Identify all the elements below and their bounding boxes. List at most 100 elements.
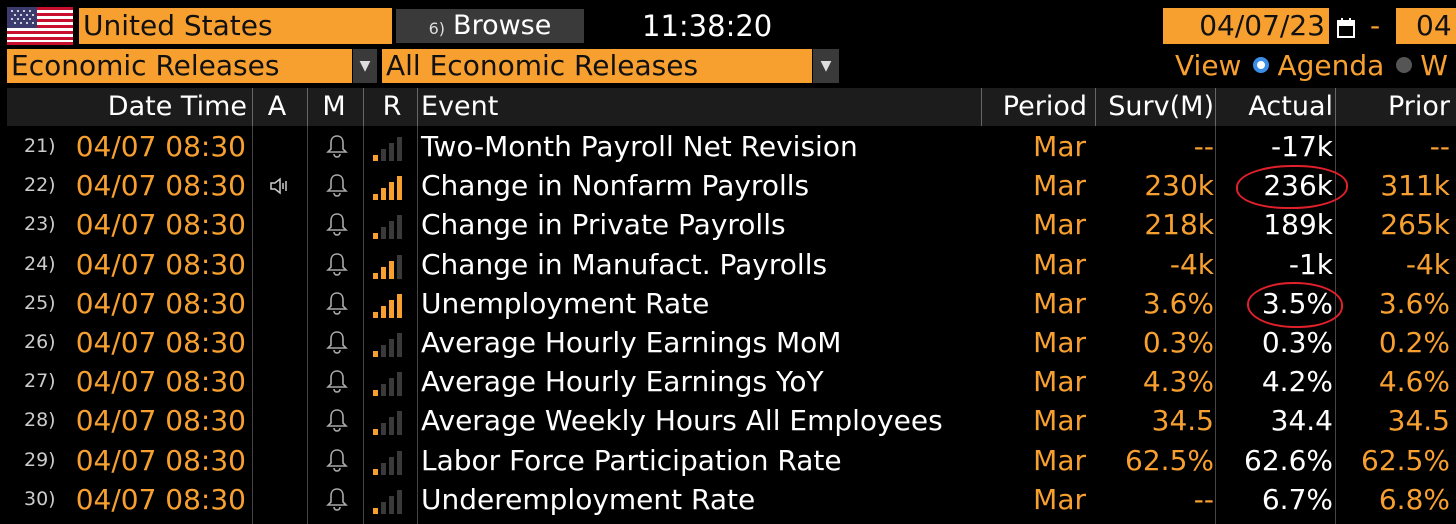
row-period: Mar	[1033, 444, 1086, 477]
row-survey: --	[1193, 483, 1214, 516]
col-survey[interactable]: Surv(M)	[1108, 91, 1214, 122]
row-survey: -4k	[1169, 248, 1214, 281]
table-row[interactable]: 21) 04/07 08:30 Two-Month Payroll Net Revi…	[0, 127, 1456, 166]
relevance-bar	[381, 502, 386, 514]
col-datetime[interactable]: Date Time	[107, 91, 247, 122]
row-number[interactable]: 23)	[24, 213, 56, 235]
col-prior[interactable]: Prior	[1387, 91, 1450, 122]
row-datetime: 04/07 08:30	[75, 248, 246, 281]
relevance-bar	[389, 300, 394, 318]
view-option-w[interactable]: W	[1420, 49, 1448, 82]
col-event[interactable]: Event	[421, 91, 499, 122]
table-row[interactable]: 28) 04/07 08:30 Average Weekly Hours All E…	[0, 401, 1456, 440]
bell-icon[interactable]	[322, 441, 352, 480]
row-actual: 189k	[1263, 208, 1333, 241]
table-row[interactable]: 25) 04/07 08:30 Unemployment Rate Mar 3.6% 3.…	[0, 284, 1456, 323]
relevance-bar	[373, 155, 378, 161]
row-datetime: 04/07 08:30	[75, 404, 246, 437]
col-period[interactable]: Period	[1002, 91, 1087, 122]
row-event[interactable]: Underemployment Rate	[421, 483, 756, 516]
table-row[interactable]: 30) 04/07 08:30 Underemployment Rate Mar -- 6…	[0, 480, 1456, 519]
row-number[interactable]: 22)	[24, 174, 56, 196]
row-prior: 0.2%	[1378, 326, 1450, 359]
row-event[interactable]: Average Hourly Earnings YoY	[421, 365, 824, 398]
row-event[interactable]: Change in Nonfarm Payrolls	[421, 169, 810, 202]
relevance-bar	[373, 312, 378, 318]
relevance-bar	[389, 496, 394, 514]
row-period: Mar	[1033, 483, 1086, 516]
col-actual[interactable]: Actual	[1248, 91, 1333, 122]
bell-icon[interactable]	[322, 205, 352, 244]
speaker-icon[interactable]	[260, 166, 300, 205]
relevance-bar	[381, 227, 386, 239]
us-flag-icon	[7, 7, 73, 45]
row-number[interactable]: 27)	[24, 370, 56, 392]
row-number[interactable]: 24)	[24, 253, 56, 275]
radio-unselected-icon[interactable]	[1396, 57, 1413, 73]
category-select[interactable]: Economic Releases	[7, 49, 352, 83]
view-option-agenda[interactable]: Agenda	[1277, 49, 1385, 82]
bell-icon[interactable]	[322, 362, 352, 401]
bell-icon[interactable]	[322, 323, 352, 362]
relevance-bar	[381, 463, 386, 475]
row-survey: 34.5	[1151, 404, 1214, 437]
row-number[interactable]: 26)	[24, 331, 56, 353]
calendar-icon[interactable]	[1331, 8, 1361, 44]
row-survey: 0.3%	[1142, 326, 1214, 359]
col-audio[interactable]: A	[267, 91, 287, 122]
relevance-bars-icon	[373, 245, 405, 284]
row-datetime: 04/07 08:30	[75, 365, 246, 398]
row-event[interactable]: Two-Month Payroll Net Revision	[421, 130, 858, 163]
row-prior: 3.6%	[1378, 287, 1450, 320]
browse-button[interactable]: 6) Browse	[396, 9, 584, 43]
relevance-bar	[389, 261, 394, 279]
row-datetime: 04/07 08:30	[75, 287, 246, 320]
row-period: Mar	[1033, 365, 1086, 398]
country-field[interactable]: United States	[79, 8, 392, 44]
end-date-field[interactable]: 04	[1396, 8, 1456, 44]
row-period: Mar	[1033, 130, 1086, 163]
col-relevance[interactable]: R	[382, 91, 402, 122]
chevron-down-icon[interactable]: ▼	[813, 49, 839, 83]
relevance-bar	[373, 469, 378, 475]
row-event[interactable]: Change in Manufact. Payrolls	[421, 248, 828, 281]
start-date-field[interactable]: 04/07/23	[1163, 8, 1329, 44]
audio-empty	[260, 480, 300, 519]
audio-empty	[260, 441, 300, 480]
bell-icon[interactable]	[322, 401, 352, 440]
relevance-bar	[397, 372, 402, 396]
row-period: Mar	[1033, 404, 1086, 437]
row-event[interactable]: Unemployment Rate	[421, 287, 710, 320]
row-event[interactable]: Change in Private Payrolls	[421, 208, 786, 241]
row-number[interactable]: 25)	[24, 292, 56, 314]
row-event[interactable]: Labor Force Participation Rate	[421, 444, 842, 477]
table-row[interactable]: 29) 04/07 08:30 Labor Force Participation …	[0, 441, 1456, 480]
relevance-bars-icon	[373, 127, 405, 166]
bell-icon[interactable]	[322, 166, 352, 205]
bell-icon[interactable]	[322, 284, 352, 323]
row-survey: 62.5%	[1125, 444, 1214, 477]
relevance-bar	[381, 423, 386, 435]
bell-icon[interactable]	[322, 480, 352, 519]
col-alert[interactable]: M	[322, 91, 346, 122]
table-row[interactable]: 24) 04/07 08:30 Change in Manufact. Payrol…	[0, 245, 1456, 284]
chevron-down-icon[interactable]: ▼	[353, 49, 377, 83]
row-number[interactable]: 29)	[24, 449, 56, 471]
relevance-bars-icon	[373, 480, 405, 519]
relevance-bar	[397, 411, 402, 435]
bell-icon[interactable]	[322, 245, 352, 284]
row-number[interactable]: 28)	[24, 409, 56, 431]
bell-icon[interactable]	[322, 127, 352, 166]
table-row[interactable]: 26) 04/07 08:30 Average Hourly Earnings Mo…	[0, 323, 1456, 362]
row-event[interactable]: Average Weekly Hours All Employees	[421, 404, 943, 437]
row-number[interactable]: 30)	[24, 488, 56, 510]
row-prior: -4k	[1405, 248, 1450, 281]
row-event[interactable]: Average Hourly Earnings MoM	[421, 326, 842, 359]
subcategory-select[interactable]: All Economic Releases	[382, 49, 812, 83]
relevance-bars-icon	[373, 401, 405, 440]
row-number[interactable]: 21)	[24, 135, 56, 157]
radio-selected-icon[interactable]	[1253, 57, 1270, 73]
table-row[interactable]: 23) 04/07 08:30 Change in Private Payrolls…	[0, 205, 1456, 244]
table-row[interactable]: 27) 04/07 08:30 Average Hourly Earnings Yo…	[0, 362, 1456, 401]
row-datetime: 04/07 08:30	[75, 483, 246, 516]
